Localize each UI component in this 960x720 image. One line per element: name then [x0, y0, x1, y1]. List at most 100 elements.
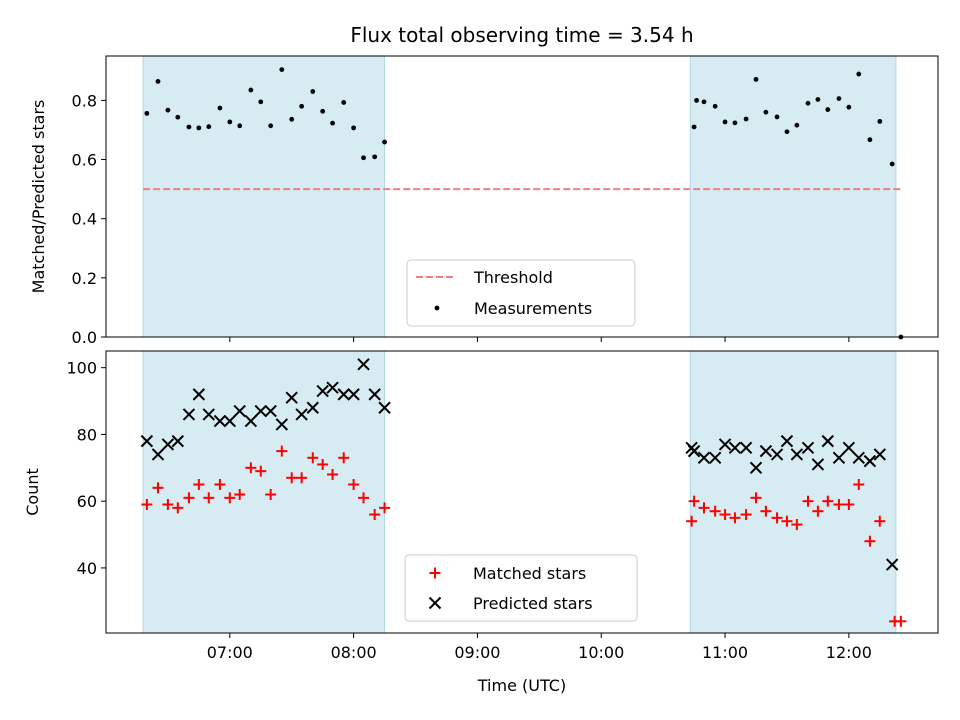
matched-star-point	[698, 502, 710, 514]
marker-stroke	[749, 461, 763, 475]
predicted-star-point	[873, 448, 887, 461]
predicted-star-point	[780, 434, 794, 448]
matched-star-point	[791, 519, 803, 531]
marker-stroke	[832, 451, 846, 465]
time-x-tick-label: 12:00	[826, 643, 872, 662]
marker-stroke	[295, 408, 308, 421]
predicted-star-point	[213, 414, 227, 428]
matched-star-point	[864, 535, 876, 547]
measurement-point	[805, 100, 811, 106]
marker-stroke	[368, 388, 381, 401]
predicted-star-point	[316, 384, 329, 398]
marker-stroke	[428, 596, 442, 610]
measurement-point	[351, 125, 357, 131]
measurement-point	[701, 99, 707, 105]
matched-star-point	[853, 478, 865, 490]
marker-stroke	[151, 448, 165, 461]
matched-star-point	[895, 615, 907, 627]
matched-star-point	[224, 492, 236, 504]
measurement-point	[248, 87, 254, 93]
predicted-star-point	[885, 558, 899, 571]
matched-star-point	[358, 492, 370, 504]
measurement-point	[299, 103, 305, 109]
predicted-star-point	[759, 444, 773, 458]
count-y-tick-label: 40	[77, 559, 97, 578]
predicted-star-point	[337, 388, 350, 401]
legend-measurements-swatch	[434, 305, 440, 311]
observing-span	[689, 350, 897, 634]
time-x-tick-label: 08:00	[331, 643, 377, 662]
predicted-star-point	[739, 441, 753, 454]
matched-star-point	[203, 492, 215, 504]
predicted-star-point	[718, 438, 732, 451]
marker-stroke	[306, 401, 319, 414]
measurement-point	[217, 105, 223, 111]
matched-star-point	[245, 462, 257, 474]
marker-stroke	[873, 448, 887, 461]
predicted-star-point	[233, 404, 246, 418]
matched-star-point	[255, 465, 267, 477]
measurement-point	[196, 125, 202, 131]
count-y-tick-label: 100	[66, 359, 97, 378]
predicted-star-point	[264, 404, 277, 418]
matched-star-point	[338, 452, 350, 464]
matched-star-point	[729, 512, 741, 524]
predicted-star-point	[790, 448, 804, 461]
time-x-tick-label: 11:00	[702, 643, 748, 662]
predicted-star-point	[326, 381, 339, 394]
time-x-tick-label: 10:00	[578, 643, 624, 662]
marker-stroke	[161, 438, 175, 451]
predicted-star-point	[285, 391, 298, 404]
measurement-point	[836, 96, 842, 101]
matched-star-point	[327, 468, 339, 480]
marker-stroke	[780, 434, 794, 448]
predicted-star-point	[140, 434, 154, 448]
predicted-star-point	[357, 358, 370, 371]
matched-star-point	[307, 452, 319, 464]
marker-stroke	[697, 451, 711, 465]
measurement-point	[237, 123, 243, 129]
ratio-legend-box	[406, 259, 636, 327]
marker-stroke	[347, 388, 360, 401]
marker-stroke	[759, 444, 773, 458]
measurement-point	[268, 123, 274, 129]
count-panel: 40 60 80 100 07:00 08:00 09:00 10:00 11:00 12:00…	[23, 350, 939, 695]
predicted-star-point	[254, 404, 267, 418]
count-legend: Matched stars Predicted stars	[404, 554, 638, 622]
marker-stroke	[213, 414, 227, 428]
time-x-tick-label: 07:00	[207, 643, 253, 662]
matched-star-point	[688, 495, 700, 507]
predicted-star-point	[728, 441, 742, 454]
measurement-point	[815, 97, 821, 102]
predicted-star-point	[863, 454, 877, 468]
observing-span	[689, 55, 897, 338]
marker-stroke	[264, 404, 277, 418]
marker-stroke	[863, 454, 877, 468]
legend-matched-label: Matched stars	[473, 564, 586, 583]
marker-stroke	[244, 414, 258, 428]
ratio-y-tick-label: 0.6	[72, 151, 97, 170]
predicted-star-point	[697, 451, 711, 465]
legend-predicted-label: Predicted stars	[473, 594, 593, 613]
predicted-star-point	[842, 441, 856, 454]
predicted-star-point	[811, 458, 825, 471]
measurement-point	[694, 97, 699, 103]
measurement-point	[825, 107, 831, 112]
marker-stroke	[254, 404, 267, 418]
predicted-star-point	[368, 388, 381, 401]
matched-star-point	[286, 472, 298, 484]
marker-stroke	[275, 418, 289, 431]
predicted-star-point	[832, 451, 846, 465]
predicted-star-point	[223, 414, 237, 428]
time-x-tick-label: 09:00	[454, 643, 500, 662]
marker-stroke	[811, 458, 825, 471]
marker-stroke	[357, 358, 370, 371]
measurement-point	[361, 155, 366, 161]
matched-star-point	[843, 499, 855, 511]
count-y-tick-label: 80	[77, 425, 97, 444]
matched-star-point	[379, 502, 391, 514]
matched-star-point	[750, 492, 762, 504]
marker-stroke	[708, 451, 722, 465]
marker-stroke	[202, 408, 215, 421]
count-y-axis-label: Count	[23, 468, 42, 516]
